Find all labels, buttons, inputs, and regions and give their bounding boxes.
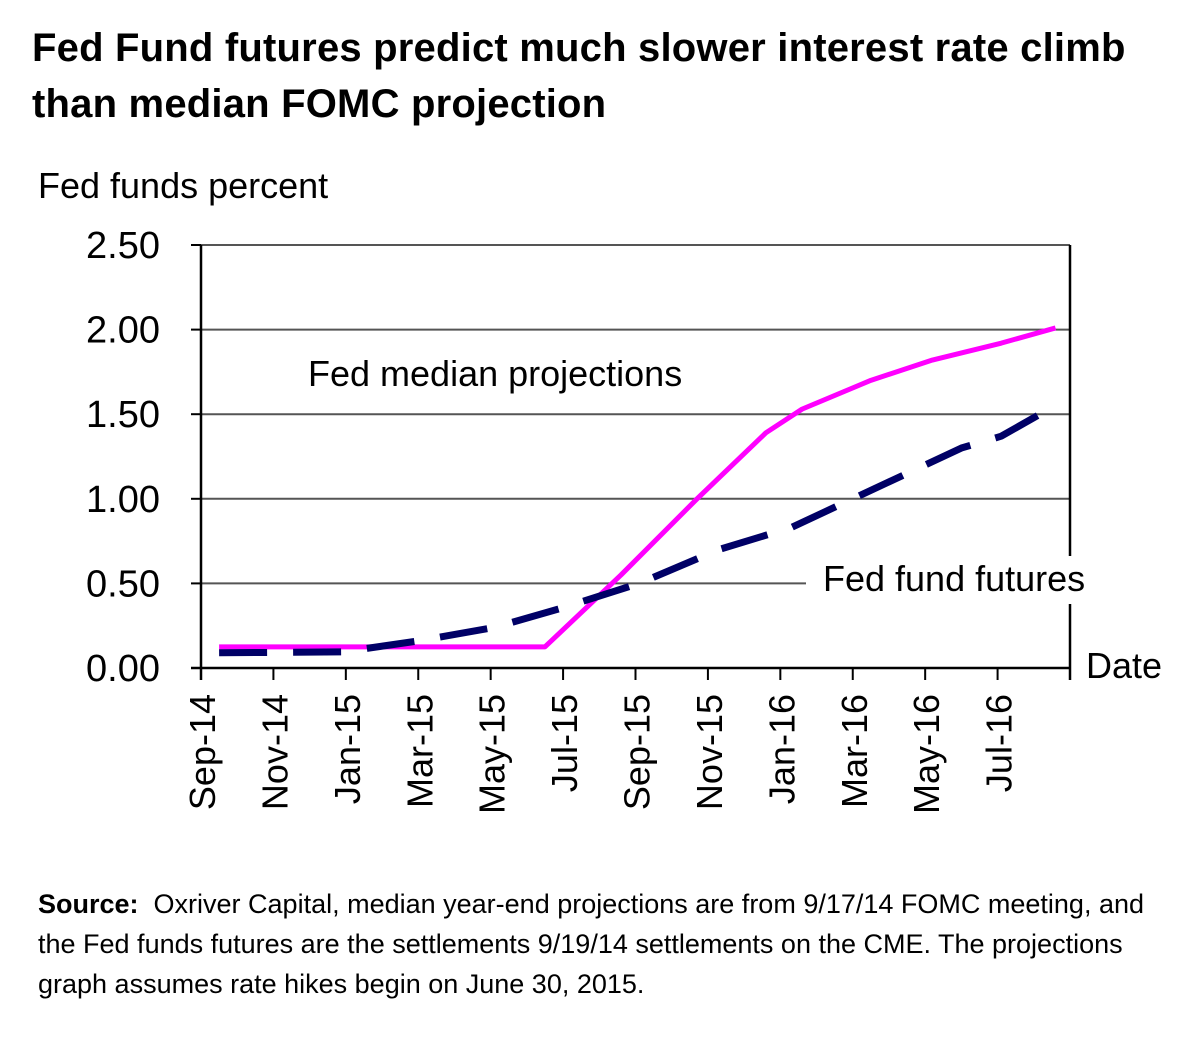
x-tick-label: Sep-15 [617, 694, 658, 810]
x-tick-label: Mar-15 [399, 694, 440, 808]
x-tick-label: May-15 [472, 694, 513, 814]
x-tick-labels: Sep-14 Nov-14 Jan-15 Mar-15 May-15 Jul-15 Sep-… [182, 694, 1020, 814]
x-axis-label: Date [1086, 645, 1162, 686]
x-tick-label: Nov-14 [254, 694, 295, 810]
y-tick-label: 0.00 [86, 648, 160, 690]
x-tick-label: Mar-16 [834, 694, 875, 808]
gridlines [201, 244, 1070, 585]
y-tick-label: 1.00 [86, 479, 160, 521]
y-tick-labels: 0.00 0.50 1.00 1.50 2.00 2.50 [86, 225, 160, 690]
series-line-fed-futures [219, 404, 1054, 657]
series-lines [219, 325, 1057, 657]
x-tick-label: Sep-14 [182, 694, 223, 810]
y-tick-label: 0.50 [86, 563, 160, 605]
x-tick-label: Nov-15 [689, 694, 730, 810]
y-tick-label: 2.50 [86, 225, 160, 267]
x-tick-label: Jul-15 [544, 694, 585, 792]
axes [191, 244, 1072, 680]
chart-title: Fed Fund futures predict much slower int… [32, 26, 1126, 126]
annotation-fed-futures: Fed fund futures [823, 558, 1085, 599]
y-axis-label: Fed funds percent [38, 165, 329, 206]
x-tick-label: May-16 [906, 694, 947, 814]
series-line-fed-median [219, 325, 1057, 650]
y-tick-label: 2.00 [86, 310, 160, 352]
futures-label-background [806, 556, 1140, 604]
x-tick-label: Jan-16 [761, 694, 802, 804]
source-label: Source: [38, 889, 139, 919]
y-tick-label: 1.50 [86, 394, 160, 436]
x-tick-label: Jul-16 [979, 694, 1020, 792]
source-note: Source: Oxriver Capital, median year-end… [38, 884, 1158, 1004]
source-text: Oxriver Capital, median year-end project… [38, 889, 1144, 999]
line-chart: 0.00 0.50 1.00 1.50 2.00 2.50 Sep-14 Nov-14 Jan… [86, 225, 1162, 814]
annotation-fed-median: Fed median projections [308, 353, 682, 394]
x-tick-label: Jan-15 [327, 694, 368, 804]
